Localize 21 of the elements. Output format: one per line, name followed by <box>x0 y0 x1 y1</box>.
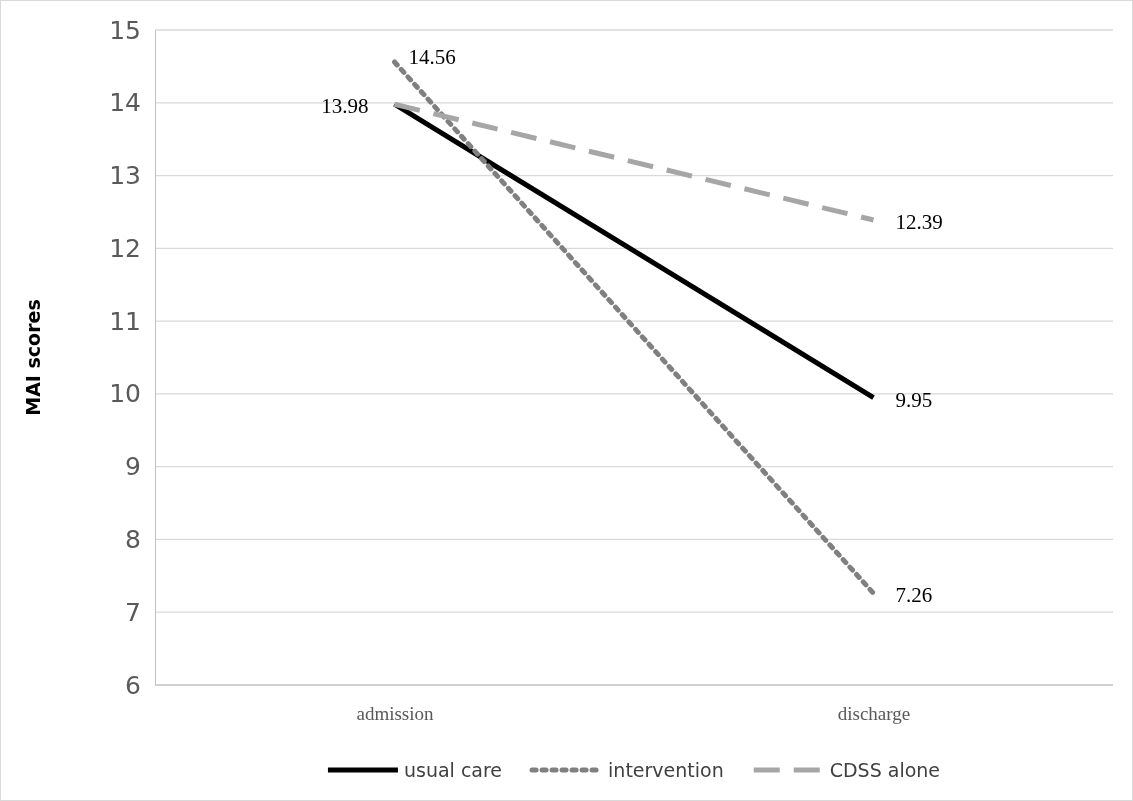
legend-label: CDSS alone <box>829 759 941 781</box>
data-label: 7.26 <box>895 583 933 608</box>
y-axis-title: MAI scores <box>22 299 44 416</box>
x-tick-label: admission <box>356 703 435 725</box>
y-tick-label: 8 <box>125 524 141 554</box>
x-tick-label: discharge <box>837 703 911 725</box>
y-tick-label: 7 <box>125 597 141 627</box>
y-tick-label: 12 <box>109 233 141 263</box>
data-label: 13.98 <box>321 94 369 119</box>
y-tick-label: 14 <box>109 88 141 118</box>
y-tick-label: 10 <box>109 379 141 409</box>
y-tick-label: 9 <box>125 452 141 482</box>
y-tick-label: 13 <box>109 161 141 191</box>
y-tick-label: 15 <box>109 15 141 45</box>
data-label: 14.56 <box>408 45 456 70</box>
y-tick-label: 6 <box>125 670 141 700</box>
data-label: 9.95 <box>895 387 933 412</box>
y-tick-label: 11 <box>109 306 141 336</box>
legend-label: intervention <box>608 759 724 781</box>
data-label: 12.39 <box>895 209 943 234</box>
legend-label: usual care <box>403 759 503 781</box>
